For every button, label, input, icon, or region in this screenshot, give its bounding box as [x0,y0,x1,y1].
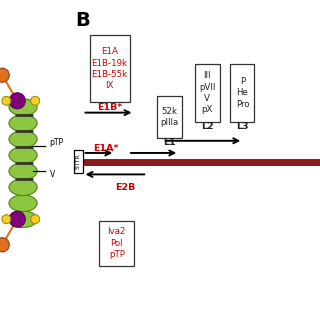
Bar [195,64,220,122]
Text: L3: L3 [236,122,249,131]
Bar [230,64,254,122]
Bar [74,150,83,173]
Ellipse shape [9,131,37,148]
Text: L2: L2 [201,122,214,131]
Ellipse shape [9,147,37,164]
Text: B: B [75,11,90,30]
Ellipse shape [9,163,37,180]
Text: Iva2
Pol
pTP: Iva2 Pol pTP [108,227,126,259]
Text: E1A*: E1A* [93,144,119,153]
Circle shape [9,211,25,227]
Ellipse shape [9,211,37,228]
Bar [157,96,182,138]
Text: III
pVII
V
pX: III pVII V pX [199,71,216,115]
Ellipse shape [9,115,37,132]
Circle shape [0,68,9,82]
Circle shape [9,93,25,109]
Text: E2B: E2B [115,183,135,192]
Text: L1: L1 [163,138,176,147]
Text: P
He
Pro: P He Pro [236,77,249,109]
Circle shape [31,96,40,105]
Ellipse shape [9,99,37,116]
Circle shape [31,215,40,224]
Text: V: V [50,170,55,179]
Circle shape [2,96,11,105]
Bar [90,35,130,102]
Ellipse shape [9,195,37,212]
Ellipse shape [9,179,37,196]
Circle shape [0,238,9,252]
Bar [99,221,134,266]
Circle shape [2,215,11,224]
Text: 5'ITR: 5'ITR [76,153,81,169]
Text: E1A
E1B-19k
E1B-55k
IX: E1A E1B-19k E1B-55k IX [92,47,128,91]
Text: pTP: pTP [50,138,64,147]
Text: 52k
pIIIa: 52k pIIIa [160,107,179,127]
Text: E1B*: E1B* [97,103,122,112]
